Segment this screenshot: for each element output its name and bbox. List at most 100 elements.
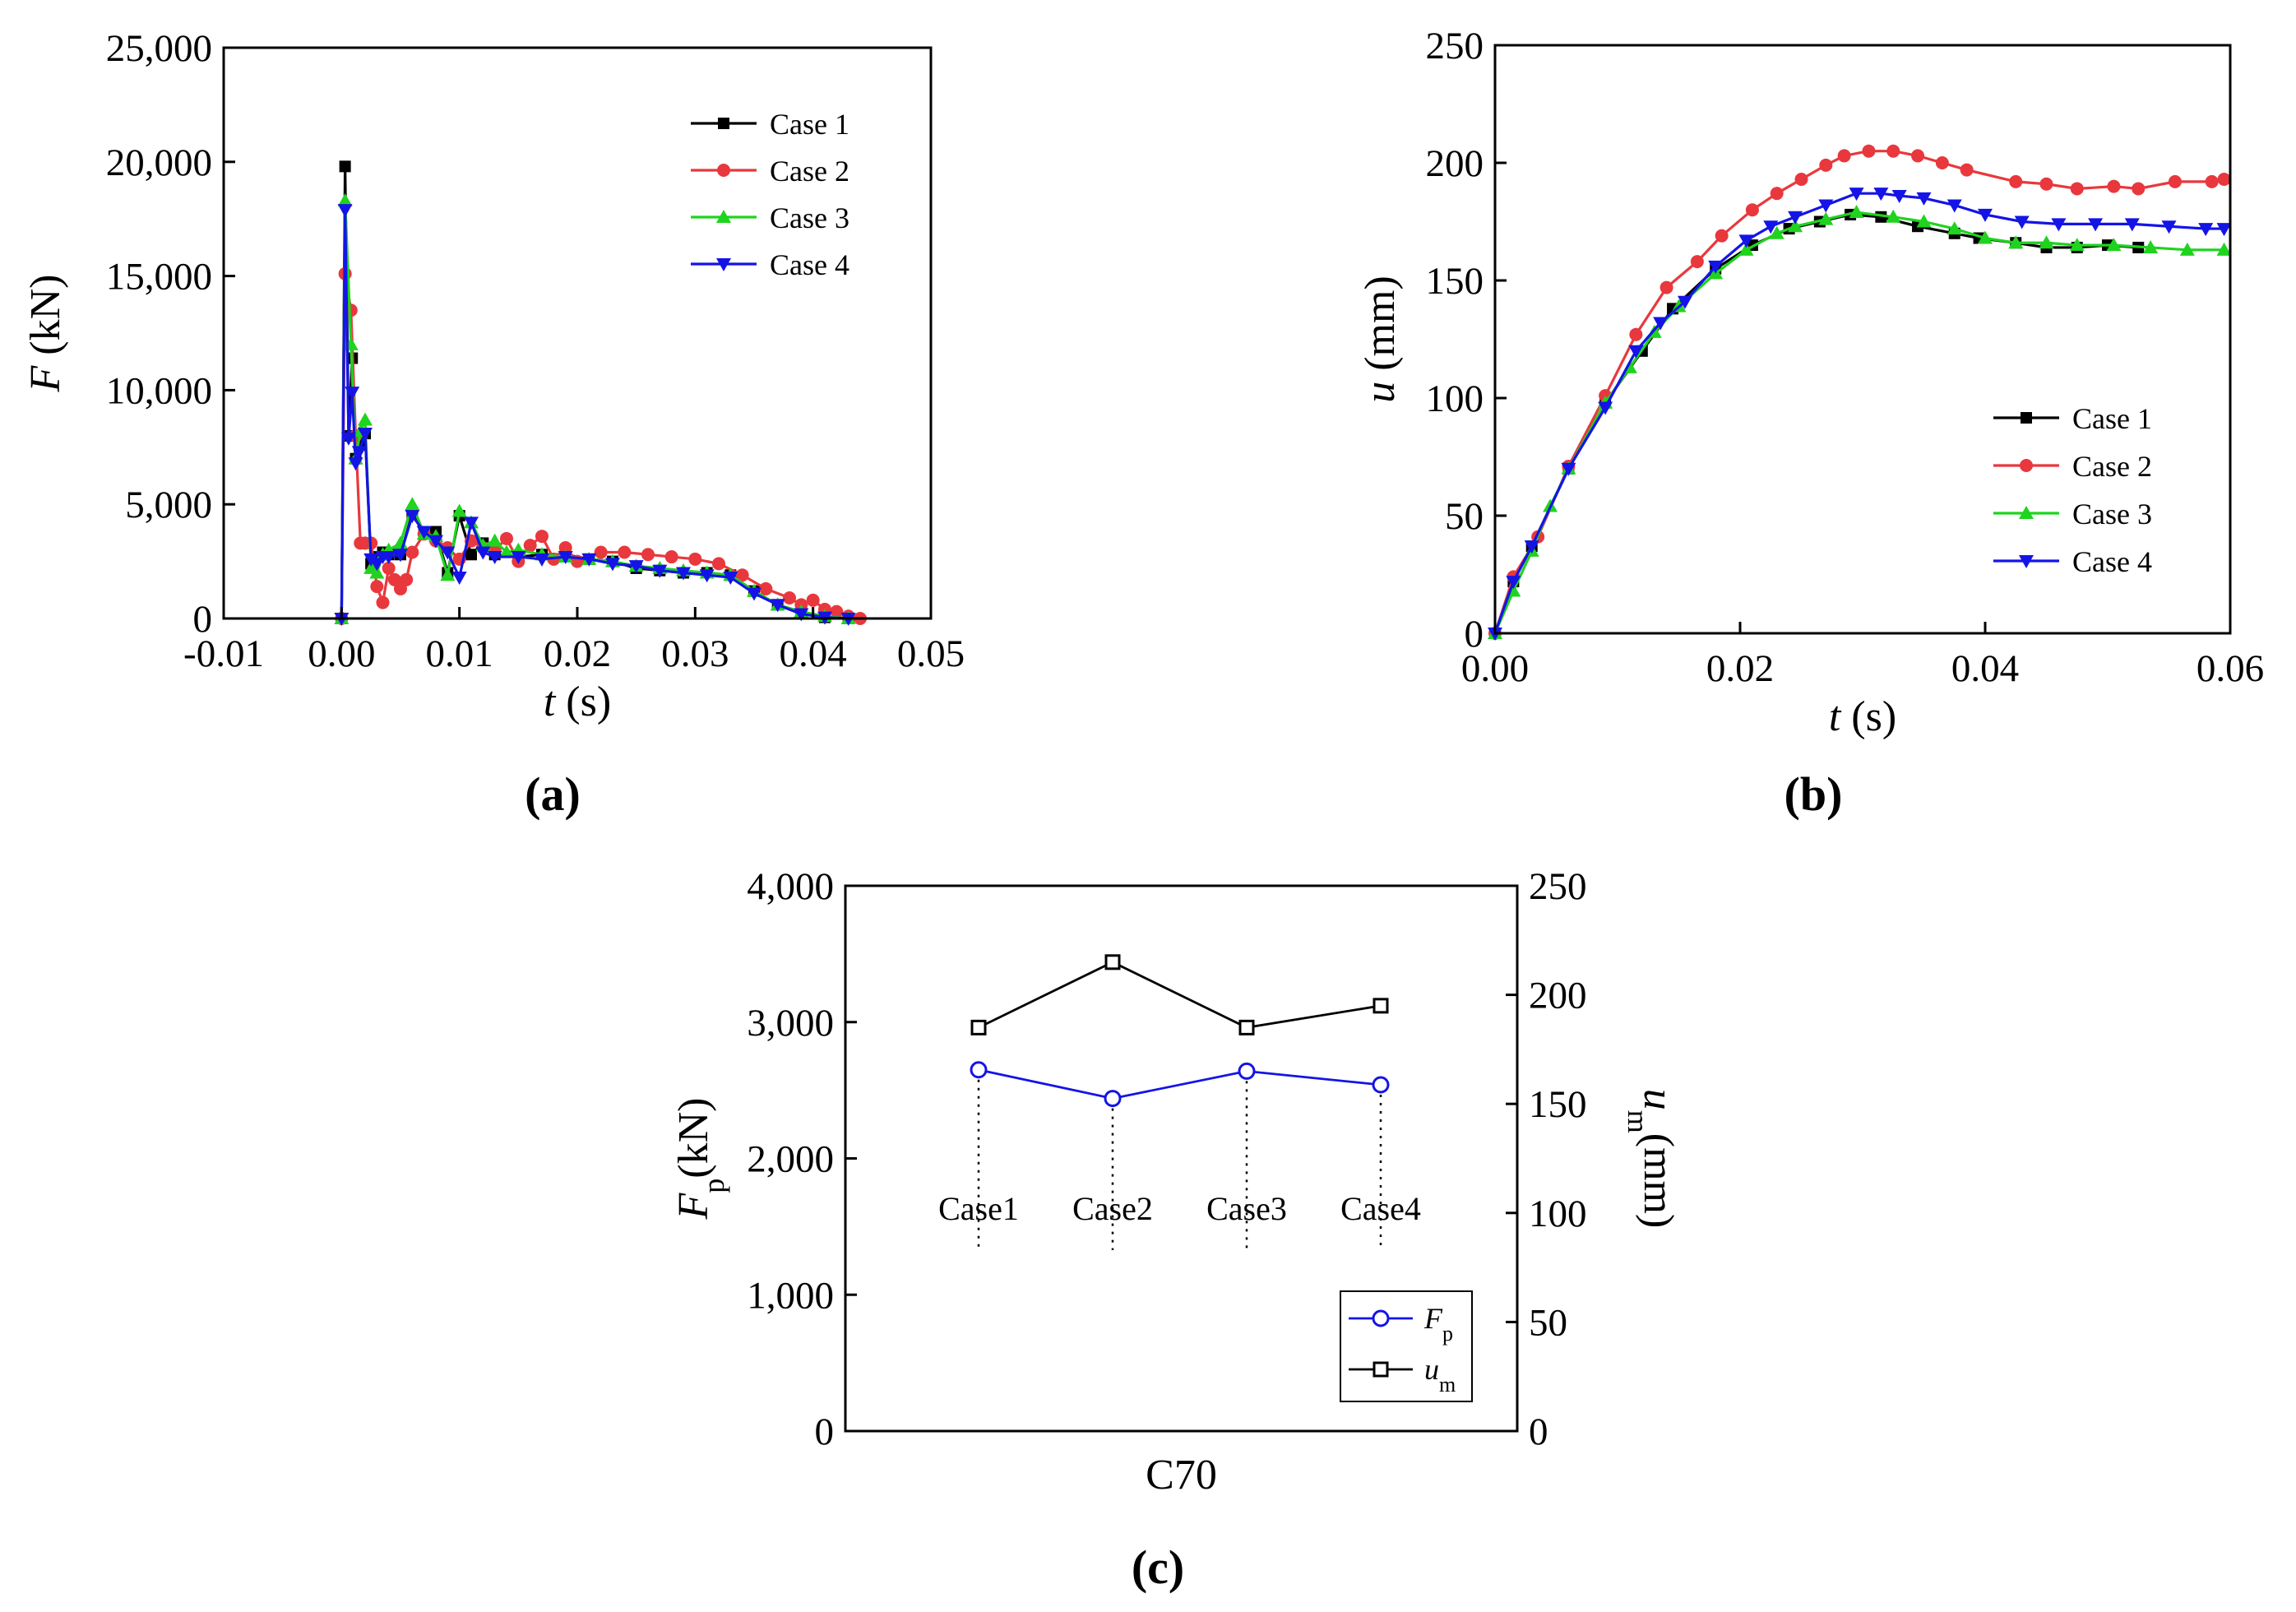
y-tick-label: 4,000 xyxy=(747,865,834,908)
series-line-fp xyxy=(978,1068,1382,1100)
data-point xyxy=(451,572,467,586)
data-point xyxy=(1873,188,1889,202)
data-point xyxy=(1660,280,1673,294)
data-point xyxy=(2009,174,2023,188)
data-point xyxy=(400,572,414,586)
data-point xyxy=(794,608,809,622)
x-tick-label: 0.04 xyxy=(780,632,847,675)
data-point xyxy=(1788,211,1803,225)
x-axis-label: t (s) xyxy=(544,679,611,725)
data-point xyxy=(723,572,738,586)
data-point xyxy=(464,516,479,530)
data-point xyxy=(1862,144,1876,158)
data-point xyxy=(499,544,514,558)
y-tick-label: 100 xyxy=(1426,378,1484,420)
data-point xyxy=(770,599,785,613)
y-tick-label: 250 xyxy=(1426,25,1484,67)
data-point xyxy=(1238,1062,1256,1080)
data-point xyxy=(1763,220,1779,234)
data-point xyxy=(2217,173,2231,187)
legend-marker xyxy=(2019,555,2034,568)
series-line-case-4 xyxy=(1493,192,2224,634)
data-point xyxy=(1886,209,1901,223)
data-point xyxy=(1506,576,1521,590)
data-point xyxy=(1837,149,1851,163)
data-point xyxy=(2124,218,2140,232)
data-point xyxy=(2070,182,2084,196)
data-point xyxy=(500,531,513,545)
data-point xyxy=(2216,223,2232,237)
y-tick-label: 200 xyxy=(1529,975,1587,1017)
data-point xyxy=(1738,242,1754,256)
y-tick-label: 25,000 xyxy=(106,27,212,70)
legend-label: Case 3 xyxy=(2072,498,2152,530)
data-point xyxy=(1690,255,1704,269)
plot-frame xyxy=(1493,44,2232,635)
data-point xyxy=(2088,218,2104,232)
data-point xyxy=(1715,229,1729,243)
data-point xyxy=(735,568,749,582)
data-point xyxy=(1849,188,1864,202)
y-tick-label: 200 xyxy=(1426,142,1484,185)
data-point xyxy=(1372,1076,1390,1094)
data-point xyxy=(1886,144,1900,158)
y-tick-label: 3,000 xyxy=(747,1002,834,1045)
data-point xyxy=(1916,192,1932,206)
y-axis-label: u (mm) xyxy=(1357,276,1404,403)
x-axis-label: t (s) xyxy=(1829,693,1896,740)
data-point xyxy=(1524,540,1539,554)
data-point xyxy=(1911,149,1925,163)
data-point xyxy=(440,546,456,560)
panel-label-a: (a) xyxy=(525,767,581,821)
y-tick-label: 150 xyxy=(1529,1083,1587,1126)
data-point xyxy=(369,558,385,572)
x-tick-label: 0.05 xyxy=(897,632,965,675)
data-point xyxy=(1708,260,1724,274)
data-point xyxy=(428,535,443,549)
data-point xyxy=(511,551,526,565)
data-point xyxy=(1677,295,1692,309)
legend-label: Case 2 xyxy=(770,155,849,188)
data-point xyxy=(594,545,608,559)
data-point xyxy=(676,567,691,581)
data-point xyxy=(1978,208,1993,222)
data-point xyxy=(783,591,796,605)
data-point xyxy=(2198,223,2214,237)
legend-marker xyxy=(716,258,731,271)
category-label: Case1 xyxy=(938,1190,1019,1227)
data-point xyxy=(2107,179,2121,193)
data-point xyxy=(440,567,456,581)
series-line-case-2 xyxy=(340,272,861,620)
y-tick-label: 250 xyxy=(1529,865,1587,908)
data-point xyxy=(475,546,491,560)
legend-marker xyxy=(2019,506,2034,519)
data-point xyxy=(1653,317,1669,331)
data-point xyxy=(581,553,597,567)
category-label: Case4 xyxy=(1340,1190,1421,1227)
legend-label: Case 1 xyxy=(2072,402,2152,435)
data-point xyxy=(1818,199,1834,213)
data-point xyxy=(339,160,351,173)
legend-marker xyxy=(1372,1309,1390,1327)
data-point xyxy=(1788,219,1803,233)
legend-marker xyxy=(2020,459,2033,472)
data-point xyxy=(1818,211,1834,225)
legend-marker xyxy=(2021,412,2032,424)
data-point xyxy=(340,432,356,446)
x-tick-label: 0.02 xyxy=(544,632,611,675)
data-point xyxy=(1891,190,1907,204)
data-point xyxy=(2168,174,2182,188)
data-point xyxy=(1238,1019,1255,1035)
data-point xyxy=(370,580,384,594)
data-point xyxy=(1819,158,1833,172)
legend-marker xyxy=(718,118,729,129)
data-point xyxy=(558,540,572,554)
data-point xyxy=(1561,462,1576,476)
data-point xyxy=(2039,177,2053,191)
data-point xyxy=(487,533,502,547)
data-point xyxy=(1598,401,1613,415)
chart-c: Case1 Case2 Case3 Case4 0 1,000 2,000 3,000 4,00… xyxy=(670,865,1682,1594)
data-point xyxy=(1947,199,1962,213)
data-point xyxy=(523,539,537,553)
